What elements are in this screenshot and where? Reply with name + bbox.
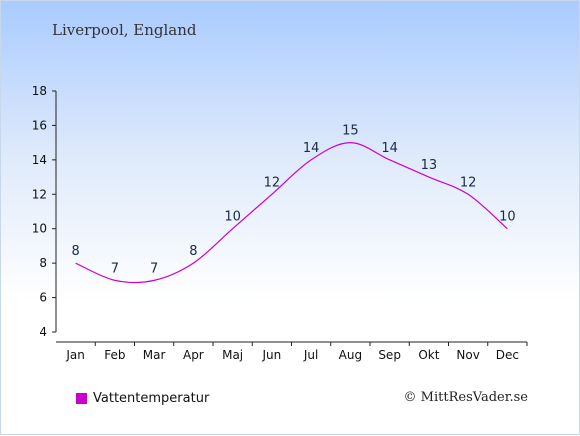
location-title: Liverpool, England [52, 21, 197, 39]
data-point [192, 262, 194, 264]
x-tick-label: Apr [183, 348, 204, 362]
data-label: 15 [342, 124, 359, 139]
x-tick-label: Okt [418, 348, 439, 362]
x-tick-label: Nov [456, 348, 479, 362]
data-point [349, 142, 351, 144]
x-tick-label: Maj [222, 348, 243, 362]
data-point [467, 193, 469, 195]
x-tick-label: Jun [262, 348, 282, 362]
x-tick-label: Dec [496, 348, 519, 362]
x-tick-label: Sep [378, 348, 401, 362]
data-label: 8 [189, 244, 197, 259]
y-tick-label: 8 [39, 256, 47, 270]
data-point [389, 159, 391, 161]
data-point [310, 159, 312, 161]
data-label: 10 [224, 210, 241, 225]
y-tick-label: 4 [39, 325, 47, 339]
data-label: 12 [460, 175, 477, 190]
legend-swatch [76, 393, 87, 404]
x-tick-label: Jul [303, 348, 318, 362]
series-line [75, 142, 508, 284]
data-point [506, 228, 508, 230]
x-tick-label: Feb [104, 348, 125, 362]
data-label: 10 [499, 210, 516, 225]
data-point [271, 193, 273, 195]
data-point [232, 228, 234, 230]
data-label: 7 [150, 261, 158, 276]
data-label: 14 [303, 141, 320, 156]
copyright-credit: © MittResVader.se [403, 390, 528, 405]
data-label: 7 [111, 261, 119, 276]
y-tick-label: 6 [39, 291, 47, 305]
x-tick-label: Jan [65, 348, 85, 362]
x-tick-label: Aug [339, 348, 362, 362]
y-tick-label: 12 [32, 187, 47, 201]
data-point [153, 279, 155, 281]
data-label: 12 [264, 175, 281, 190]
y-tick-label: 16 [32, 118, 47, 132]
data-point [75, 262, 77, 264]
y-tick-label: 10 [32, 222, 47, 236]
data-point [114, 279, 116, 281]
y-tick-label: 14 [32, 153, 47, 167]
y-tick-label: 18 [32, 84, 47, 98]
data-point [428, 176, 430, 178]
x-tick-label: Mar [143, 348, 166, 362]
legend: Vattentemperatur [76, 391, 209, 406]
data-label: 14 [381, 141, 398, 156]
data-label: 8 [71, 244, 79, 259]
legend-label: Vattentemperatur [93, 391, 210, 406]
data-label: 13 [421, 158, 438, 173]
